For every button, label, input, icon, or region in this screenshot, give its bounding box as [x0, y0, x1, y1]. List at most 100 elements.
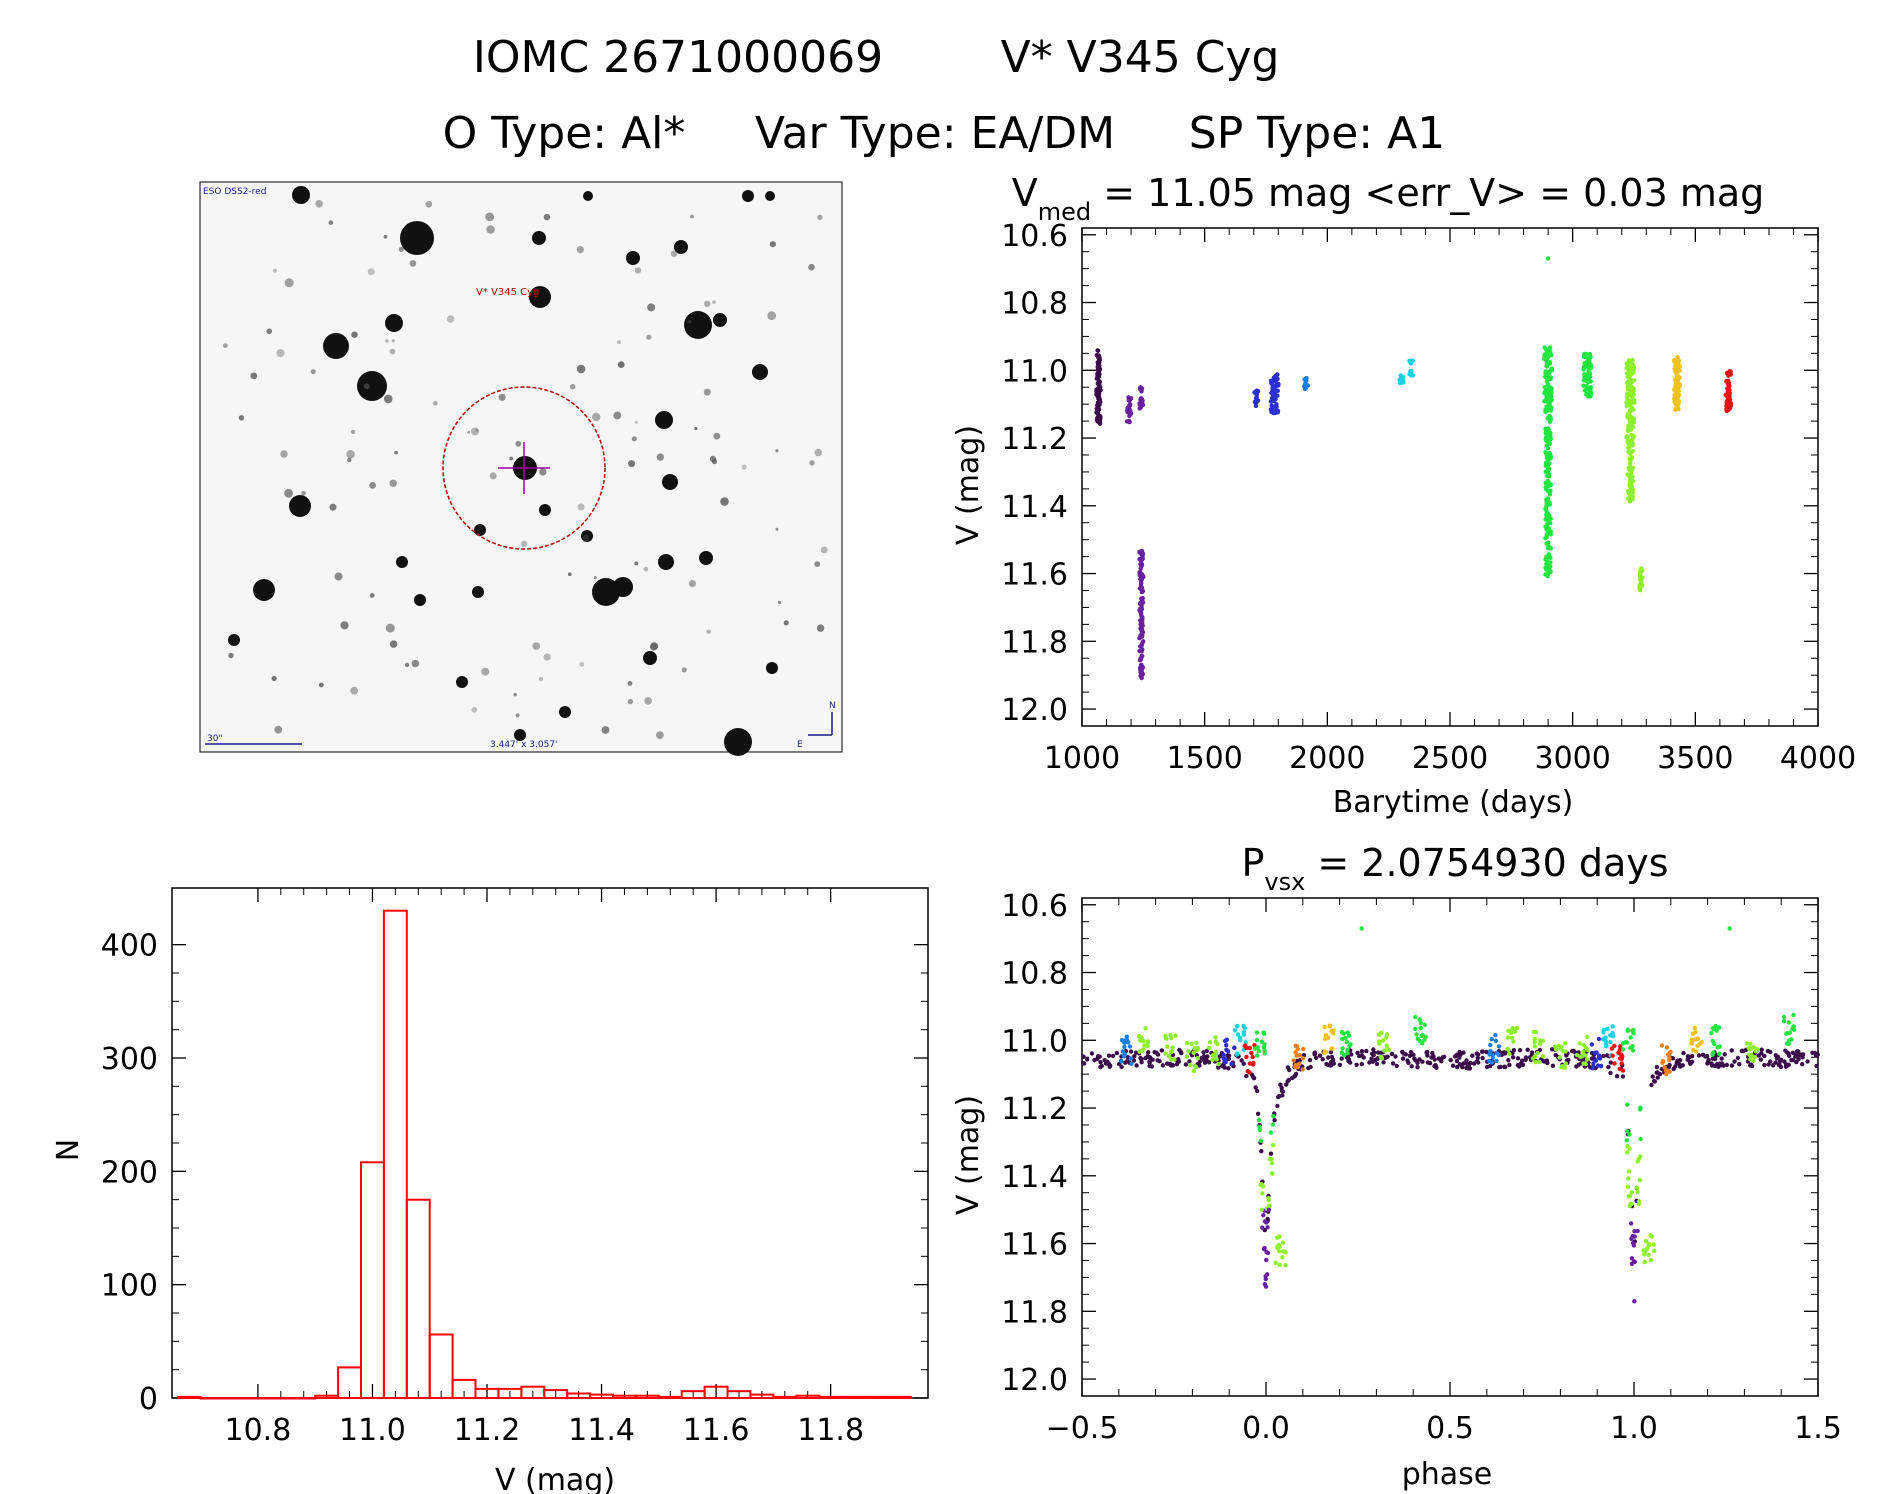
phased-curve-point: [1425, 1049, 1430, 1055]
phased-curve-point: [1608, 1039, 1613, 1045]
light-curve-xtick-label: 1500: [1166, 741, 1242, 776]
phased-curve-point: [1354, 1062, 1359, 1068]
phased-curve-point: [1531, 1029, 1537, 1035]
phased-curve-point: [1619, 1061, 1624, 1066]
finder-star: [289, 495, 311, 517]
finder-star: [301, 490, 306, 496]
phased-curve-point: [1748, 1052, 1754, 1058]
phased-curve-point: [1556, 1043, 1562, 1049]
phased-curve-point: [1791, 1024, 1796, 1029]
phased-curve-point: [1261, 1213, 1266, 1218]
phased-curve-point: [1194, 1040, 1199, 1046]
phased-curve-point: [1625, 1028, 1631, 1033]
phased-curve-point: [1273, 1260, 1278, 1266]
phased-curve-point: [1630, 1240, 1636, 1246]
light-curve-point: [1140, 623, 1145, 628]
light-curve-point: [1138, 607, 1143, 612]
phased-curve-point: [1084, 1057, 1090, 1062]
phased-curve-point: [1470, 1053, 1475, 1058]
phased-curve-point: [1163, 1033, 1168, 1039]
finder-star: [250, 372, 258, 380]
phased-curve-point: [1593, 1058, 1599, 1063]
light-curve-point: [1410, 373, 1416, 378]
phased-curve-point: [1603, 1035, 1608, 1040]
light-curve-point: [1399, 378, 1404, 383]
phased-curve-point: [1591, 1064, 1596, 1069]
phased-curve-point: [1671, 1066, 1676, 1072]
phased-curve-panel: Pvsx = 2.0754930 days −0.5 0.0 0.5 1.0 1.5 10…: [951, 841, 1842, 1492]
phased-curve-point: [1430, 1050, 1435, 1056]
phased-curve-point: [1137, 1049, 1142, 1054]
phased-curve-point: [1484, 1064, 1490, 1070]
phased-curve-point: [1253, 1085, 1258, 1090]
phased-curve-point: [1263, 1274, 1268, 1279]
histogram-xtick-label: 11.2: [454, 1413, 521, 1448]
phased-curve-point: [1385, 1054, 1390, 1059]
phased-curve-point: [1413, 1026, 1418, 1032]
phased-curve-point: [1775, 1054, 1781, 1060]
finder-star: [400, 221, 434, 255]
phased-curve-point: [1533, 1060, 1538, 1065]
histogram-bar: [382, 909, 408, 1399]
phased-curve-point: [1177, 1047, 1182, 1053]
finder-star: [485, 212, 495, 222]
phased-curve-point: [1254, 1088, 1260, 1094]
phased-curve-point: [1275, 1103, 1280, 1109]
light-curve-point: [1628, 497, 1634, 502]
phased-curve-point: [1696, 1053, 1702, 1058]
phased-curve-point: [1145, 1039, 1151, 1044]
phased-curve-point: [1165, 1044, 1170, 1049]
phased-curve-point: [1479, 1049, 1485, 1054]
phased-curve-point: [1782, 1059, 1787, 1064]
finder-star: [706, 629, 711, 634]
phased-curve-point: [1450, 1063, 1456, 1068]
phased-curve-point: [1294, 1053, 1300, 1058]
phased-curve-point: [1505, 1046, 1510, 1052]
phased-curve-point: [1346, 1057, 1352, 1062]
light-curve-point: [1273, 396, 1278, 402]
phased-curve-point: [1620, 1068, 1626, 1073]
phased-curve-point: [1380, 1038, 1386, 1043]
light-curve-point: [1304, 378, 1309, 383]
phased-curve-point: [1710, 1052, 1715, 1057]
light-curve-point: [1547, 361, 1553, 366]
phased-curve-point: [1616, 1050, 1621, 1056]
light-curve-point: [1140, 640, 1145, 646]
light-curve-point: [1548, 430, 1553, 436]
light-curve-point: [1676, 358, 1682, 363]
phased-curve-point: [1345, 1030, 1350, 1035]
finder-star: [650, 642, 659, 651]
phased-curve-point: [1589, 1056, 1595, 1061]
light-curve-ytick-label: 10.6: [1001, 219, 1068, 254]
phased-curve-point: [1268, 1151, 1274, 1156]
phased-curve-point: [1339, 1056, 1344, 1061]
phased-curve-outlier: [1359, 926, 1364, 931]
finder-star: [532, 642, 541, 650]
light-curve-point: [1302, 386, 1308, 392]
phased-curve-point: [1108, 1063, 1113, 1068]
phased-curve-point: [1493, 1038, 1499, 1044]
phased-curve-point: [1637, 1178, 1643, 1183]
header-object-id: IOMC 2671000069: [473, 32, 883, 83]
phased-curve-point: [1262, 1245, 1267, 1251]
light-curve-point: [1629, 399, 1634, 404]
finder-star: [711, 458, 718, 465]
finder-star: [538, 677, 544, 682]
finder-star: [634, 420, 638, 424]
finder-star: [699, 551, 713, 565]
phased-curve-point: [1244, 1054, 1249, 1060]
light-curve-point: [1409, 368, 1414, 374]
phased-curve-point: [1357, 1053, 1362, 1059]
phased-curve-point: [1642, 1259, 1648, 1265]
phased-curve-point: [1127, 1044, 1133, 1049]
phased-curve-point: [1128, 1049, 1134, 1054]
phased-curve-point: [1364, 1048, 1369, 1054]
light-curve-point: [1139, 589, 1145, 595]
phased-curve-point: [1748, 1057, 1753, 1062]
phased-curve-point: [1796, 1056, 1801, 1062]
light-curve-point: [1272, 388, 1277, 393]
finder-target-label: V* V345 Cyg: [476, 287, 539, 298]
light-curve-point: [1408, 360, 1413, 365]
finder-star: [369, 593, 375, 598]
phased-curve-point: [1418, 1020, 1424, 1026]
